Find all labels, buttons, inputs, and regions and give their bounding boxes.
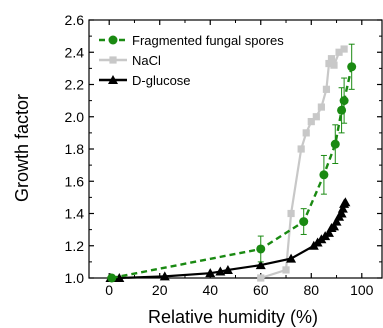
data-point bbox=[215, 266, 226, 276]
data-point bbox=[325, 59, 333, 68]
y-tick-label: 1.0 bbox=[65, 270, 85, 286]
data-point bbox=[319, 170, 329, 180]
legend-label: Fragmented fungal spores bbox=[132, 33, 284, 48]
data-point bbox=[107, 273, 117, 283]
data-point bbox=[337, 203, 348, 213]
data-point bbox=[337, 105, 347, 115]
data-point bbox=[330, 139, 340, 149]
data-point bbox=[322, 85, 331, 93]
data-point bbox=[340, 197, 351, 207]
data-point bbox=[282, 266, 290, 274]
y-tick-label: 2.0 bbox=[65, 109, 85, 125]
x-axis-title: Relative humidity (%) bbox=[148, 307, 318, 327]
legend-marker bbox=[109, 56, 117, 64]
data-point bbox=[347, 62, 357, 72]
y-tick-label: 2.6 bbox=[65, 12, 85, 28]
data-point bbox=[329, 221, 340, 231]
x-tick-label: 80 bbox=[303, 282, 319, 298]
series-fragmented-fungal-spores bbox=[107, 43, 357, 283]
y-tick-label: 2.4 bbox=[65, 44, 85, 60]
data-point bbox=[340, 45, 348, 53]
data-point bbox=[335, 48, 343, 56]
legend-label: NaCl bbox=[132, 53, 161, 68]
data-point bbox=[336, 208, 347, 218]
legend-label: D-glucose bbox=[132, 73, 191, 88]
data-point bbox=[222, 264, 233, 274]
series-nacl bbox=[257, 45, 348, 282]
legend-marker bbox=[108, 75, 118, 84]
legend: Fragmented fungal spores NaCl D-glucose bbox=[99, 33, 284, 88]
y-tick-label: 1.2 bbox=[65, 238, 85, 254]
data-point bbox=[331, 216, 342, 226]
series-d-glucose bbox=[105, 197, 351, 282]
legend-marker bbox=[108, 35, 118, 45]
y-axis-title: Growth factor bbox=[12, 94, 32, 202]
data-point bbox=[312, 113, 320, 121]
series-layer bbox=[105, 43, 357, 283]
data-point bbox=[205, 268, 216, 278]
series-line bbox=[260, 48, 345, 280]
data-point bbox=[339, 96, 349, 106]
data-point bbox=[330, 61, 338, 69]
x-tick-label: 100 bbox=[350, 282, 374, 298]
series-line bbox=[111, 66, 353, 280]
data-point bbox=[159, 271, 170, 281]
axes: 0 20 40 60 80 100 1.0 1.2 1.4 1.6 1.8 2.0 2.2 2.4 2.6 bbox=[65, 12, 383, 298]
data-point bbox=[317, 103, 325, 111]
x-tick-label: 60 bbox=[253, 282, 269, 298]
y-tick-label: 1.4 bbox=[65, 206, 85, 222]
data-point bbox=[255, 260, 266, 270]
x-tick-label: 0 bbox=[105, 282, 113, 298]
y-tick-label: 1.6 bbox=[65, 173, 85, 189]
y-tick-label: 1.8 bbox=[65, 141, 85, 157]
x-tick-label: 40 bbox=[202, 282, 218, 298]
data-point bbox=[327, 55, 336, 63]
data-point bbox=[114, 273, 125, 282]
data-point bbox=[297, 145, 305, 153]
data-point bbox=[257, 274, 265, 282]
data-point bbox=[256, 244, 266, 254]
data-point bbox=[307, 117, 315, 126]
data-point bbox=[287, 209, 295, 218]
x-tick-label: 20 bbox=[152, 282, 168, 298]
data-point bbox=[286, 253, 297, 263]
data-point bbox=[299, 217, 309, 227]
y-tick-label: 2.2 bbox=[65, 77, 85, 93]
data-point bbox=[323, 227, 334, 237]
data-point bbox=[302, 129, 310, 137]
